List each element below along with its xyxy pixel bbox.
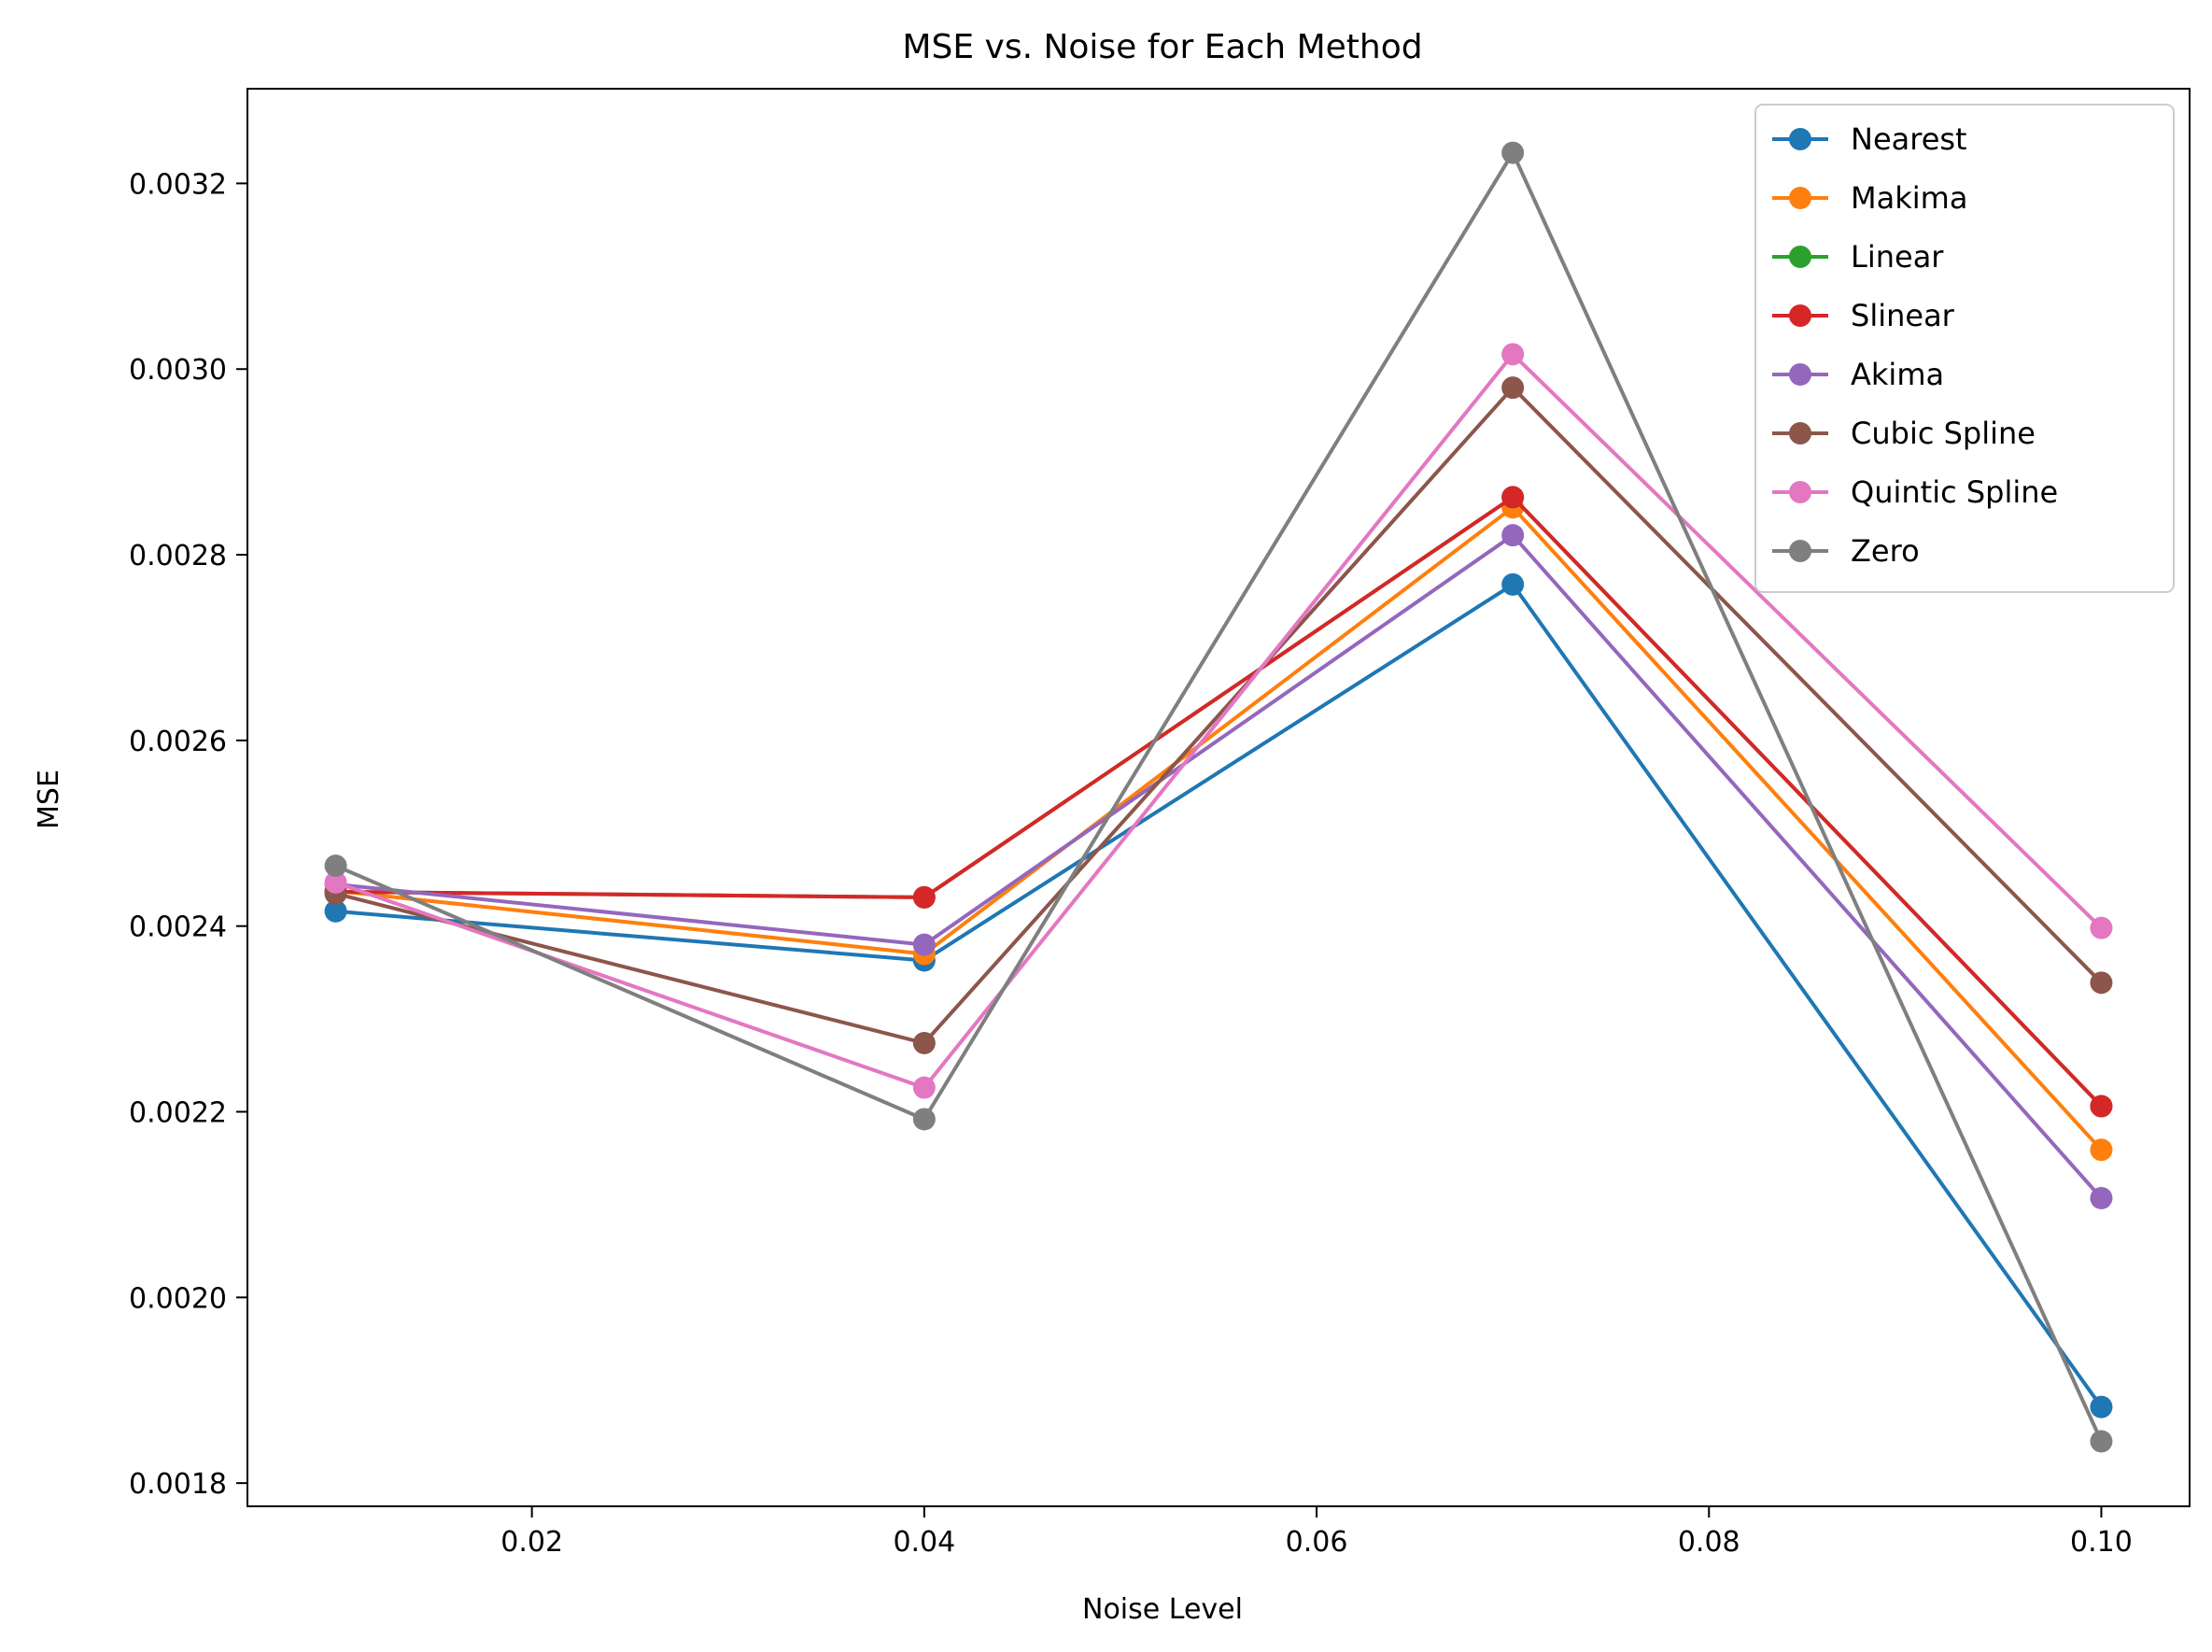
legend-item: Slinear	[1772, 298, 1955, 333]
x-tick-label: 0.08	[1678, 1526, 1740, 1559]
x-tick-label: 0.10	[2070, 1526, 2133, 1559]
y-tick-label: 0.0030	[129, 354, 227, 387]
data-point-zero	[2090, 1430, 2113, 1453]
data-point-slinear	[1501, 486, 1525, 509]
legend-marker-swatch	[1789, 422, 1811, 445]
legend-label: Linear	[1851, 239, 1944, 275]
data-point-nearest	[2090, 1395, 2113, 1419]
legend-marker-swatch	[1789, 481, 1811, 503]
data-point-zero	[912, 1108, 936, 1131]
legend-marker-swatch	[1789, 128, 1811, 150]
y-tick-label: 0.0020	[129, 1282, 227, 1315]
x-axis-label: Noise Level	[1082, 1593, 1243, 1626]
legend-item: Akima	[1772, 357, 1944, 392]
data-point-quintic-spline	[324, 870, 347, 894]
series-line-cubic-spline	[335, 386, 2103, 1045]
data-point-quintic-spline	[912, 1076, 936, 1099]
data-point-zero	[324, 854, 347, 878]
axes-frame	[247, 88, 2191, 1507]
legend-marker-swatch	[1789, 187, 1811, 209]
data-point-cubic-spline	[1501, 376, 1525, 400]
data-point-nearest	[324, 899, 347, 923]
series-line-akima	[335, 533, 2103, 1200]
legend-item: Quintic Spline	[1772, 474, 2058, 510]
series-line-quintic-spline	[334, 352, 2103, 1090]
series-slinear	[324, 486, 2113, 1118]
legend-label: Quintic Spline	[1851, 474, 2058, 510]
x-axis: 0.02 0.04 0.06 0.08 0.10	[500, 1506, 2133, 1559]
y-tick-label: 0.0032	[129, 168, 227, 201]
legend-item: Makima	[1772, 180, 1967, 216]
series-line-zero	[334, 150, 2104, 1443]
y-axis-label: MSE	[33, 770, 65, 829]
legend-label: Zero	[1851, 533, 1920, 569]
data-point-zero	[1501, 141, 1525, 164]
y-axis: 0.0018 0.0020 0.0022 0.0024 0.0026 0.0028 0.00…	[129, 168, 247, 1501]
legend-marker-swatch	[1789, 246, 1811, 268]
y-tick-label: 0.0026	[129, 726, 227, 758]
series-line-makima	[335, 505, 2103, 1151]
data-point-cubic-spline	[912, 1031, 936, 1054]
series-nearest	[324, 572, 2113, 1419]
y-tick-label: 0.0018	[129, 1468, 227, 1501]
legend-marker-swatch	[1789, 540, 1811, 562]
data-point-akima	[1501, 524, 1525, 547]
legend: Nearest Makima Linear Slinear Akima Cubic Spl…	[1754, 104, 2175, 593]
data-point-akima	[912, 933, 936, 956]
legend-label: Makima	[1851, 180, 1967, 216]
legend-label: Cubic Spline	[1851, 416, 2036, 451]
legend-item: Cubic Spline	[1772, 416, 2036, 451]
series-line-slinear	[335, 495, 2103, 1108]
data-point-quintic-spline	[2090, 916, 2113, 939]
legend-item: Zero	[1772, 533, 1920, 569]
x-tick-label: 0.06	[1286, 1526, 1348, 1559]
series-quintic-spline	[324, 343, 2113, 1099]
x-tick-label: 0.04	[893, 1526, 955, 1559]
series-line-nearest	[335, 582, 2104, 1408]
chart-title: MSE vs. Noise for Each Method	[902, 28, 1422, 66]
legend-marker-swatch	[1789, 363, 1811, 386]
legend-label: Nearest	[1851, 121, 1967, 157]
plot-area	[324, 141, 2113, 1453]
legend-item: Nearest	[1772, 121, 1967, 157]
legend-box	[1754, 104, 2175, 593]
y-tick-label: 0.0028	[129, 540, 227, 572]
data-point-slinear	[2090, 1094, 2113, 1118]
data-point-slinear	[912, 885, 936, 909]
data-point-akima	[2090, 1186, 2113, 1209]
legend-marker-swatch	[1789, 304, 1811, 327]
x-tick-label: 0.02	[500, 1526, 563, 1559]
data-point-makima	[2090, 1138, 2113, 1162]
series-cubic-spline	[324, 376, 2113, 1054]
legend-item: Linear	[1772, 239, 1944, 275]
y-tick-label: 0.0022	[129, 1097, 227, 1130]
data-point-quintic-spline	[1501, 343, 1525, 366]
legend-label: Slinear	[1851, 298, 1955, 333]
data-point-nearest	[1501, 572, 1525, 596]
series-zero	[324, 141, 2113, 1453]
y-tick-label: 0.0024	[129, 911, 227, 944]
series-akima	[324, 524, 2113, 1209]
legend-label: Akima	[1851, 357, 1944, 392]
data-point-cubic-spline	[2090, 971, 2113, 995]
